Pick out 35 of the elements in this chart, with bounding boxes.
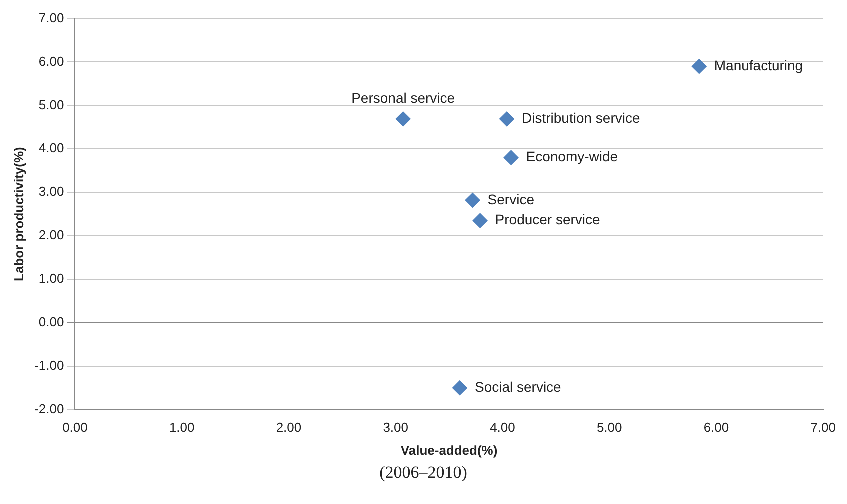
series-label: Service <box>488 191 535 208</box>
point <box>465 192 480 208</box>
series-label: Personal service <box>352 90 456 106</box>
x-tick-label: 1.00 <box>169 420 195 436</box>
y-tick-label: 5.00 <box>38 97 64 112</box>
series-label: Social service <box>474 378 562 395</box>
y-tick-label: 2.00 <box>38 228 64 243</box>
x-tick-label: 0.00 <box>62 420 88 436</box>
point <box>396 112 411 127</box>
series-label: Economy-wide <box>526 148 618 165</box>
point <box>504 150 519 166</box>
series-label: Producer service <box>495 212 601 228</box>
point <box>452 380 468 396</box>
x-tick-label: 3.00 <box>383 420 409 436</box>
x-tick-label: 4.00 <box>490 420 516 436</box>
x-tick-label: 7.00 <box>810 420 836 436</box>
y-tick-label: 6.00 <box>38 54 64 69</box>
y-tick-label: 0.00 <box>38 314 64 330</box>
text: (2006–2010) <box>378 463 468 483</box>
y-tick-label: -2.00 <box>34 401 64 416</box>
series-label: Distribution service <box>522 110 640 126</box>
y-tick-label: 4.00 <box>38 140 64 156</box>
y-tick-label: -1.00 <box>34 358 64 373</box>
y-tick-label: 3.00 <box>38 184 64 200</box>
series-label: Manufacturing <box>714 57 804 74</box>
point <box>500 112 514 127</box>
x-tick-label: 5.00 <box>596 420 622 436</box>
x-axis-title: Value-added(%) <box>400 442 498 458</box>
point <box>472 213 488 228</box>
x-tick-label: 6.00 <box>704 420 730 436</box>
x-tick-label: 2.00 <box>276 420 302 436</box>
y-axis-title: Labor productivity(%) <box>11 147 26 282</box>
y-tick-label: 7.00 <box>38 10 64 26</box>
y-tick-label: 1.00 <box>38 271 64 286</box>
point <box>692 59 707 74</box>
